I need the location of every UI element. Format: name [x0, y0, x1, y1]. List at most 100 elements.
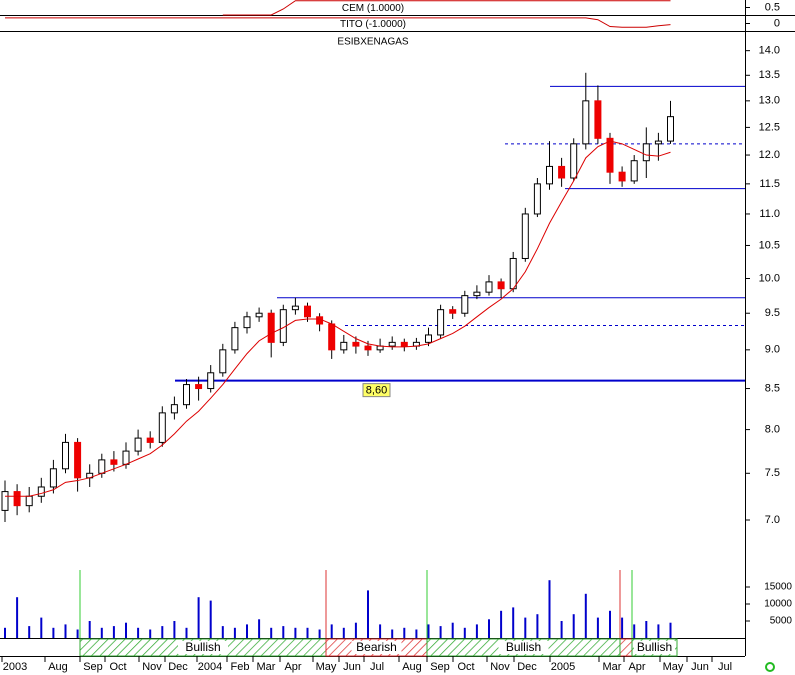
regime-label-bg — [178, 641, 228, 654]
candle-body — [158, 412, 166, 443]
x-tick-label: Sep — [430, 661, 450, 673]
x-tick-label: Oct — [109, 661, 126, 673]
candle-body — [509, 257, 517, 290]
status-icon — [765, 662, 775, 672]
candle-body — [207, 372, 215, 390]
x-tick-label: 2003 — [3, 661, 27, 673]
y-tick-label: 5000 — [770, 616, 793, 627]
candle-body — [98, 459, 106, 474]
x-tick-label: 2005 — [551, 661, 575, 673]
candle-body — [461, 295, 469, 314]
regime-label-bg — [351, 641, 402, 654]
x-tick-label: Aug — [402, 661, 422, 673]
regime-label-bg — [634, 641, 675, 654]
y-tick-label: 7.5 — [765, 467, 780, 479]
x-tick-label: May — [316, 661, 337, 673]
candle-body — [183, 384, 190, 406]
candle-body — [328, 323, 336, 351]
x-tick-label: Oct — [457, 661, 474, 673]
candle-body — [13, 491, 21, 507]
y-tick-label: 13.0 — [759, 95, 780, 107]
candle-body — [642, 143, 650, 162]
candle-body — [352, 341, 360, 347]
candle-body — [582, 100, 590, 145]
x-tick-label: Jul — [718, 661, 732, 673]
candle-body — [1, 491, 9, 511]
candle-body — [134, 437, 142, 452]
regime-label: Bearish — [356, 640, 397, 654]
regime-label-bg — [498, 641, 549, 654]
x-tick-label: Apr — [628, 661, 645, 673]
candle-body — [74, 441, 82, 479]
candle-body — [62, 441, 69, 470]
annotation-label: 8,60 — [366, 385, 387, 397]
candle-body — [570, 143, 578, 179]
y-tick-label: 12.5 — [759, 121, 780, 133]
x-tick-label: Nov — [142, 661, 162, 673]
x-tick-label: Dec — [517, 661, 537, 673]
x-tick-label: Feb — [231, 661, 250, 673]
candle-body — [667, 116, 674, 142]
y-tick-label: 9.5 — [765, 307, 780, 319]
regime-label: Bullish — [506, 640, 541, 654]
candle-body — [521, 213, 529, 259]
candle-body — [195, 384, 203, 390]
candle-body — [533, 183, 541, 215]
candle-body — [594, 100, 602, 139]
candle-body — [449, 309, 457, 314]
candle-body — [25, 495, 33, 507]
x-tick-label: Jun — [691, 661, 709, 673]
candle-body — [304, 305, 311, 318]
y-tick-label: 0.5 — [765, 1, 780, 13]
candle-body — [219, 349, 227, 374]
candle-body — [388, 341, 396, 347]
y-tick-label: 11.0 — [759, 208, 780, 220]
y-tick-label: 12.0 — [759, 149, 780, 161]
annotation-box — [362, 383, 391, 398]
candle-body — [425, 334, 432, 343]
indicator-line — [5, 17, 671, 28]
indicator-line — [222, 0, 671, 16]
candle-body — [255, 312, 263, 318]
x-tick-label: Sep — [83, 661, 103, 673]
y-tick-label: 0 — [774, 17, 780, 29]
x-tick-label: Apr — [284, 661, 301, 673]
x-tick-label: Mar — [603, 661, 622, 673]
y-tick-label: 9.0 — [765, 344, 780, 356]
y-tick-label: 10000 — [764, 599, 792, 610]
candle-body — [437, 309, 445, 336]
candle-body — [497, 281, 505, 290]
y-tick-label: 11.5 — [759, 178, 780, 190]
candle-body — [37, 486, 45, 497]
candle-body — [485, 281, 493, 293]
candle-body — [231, 327, 239, 351]
regime-label: Bullish — [185, 640, 220, 654]
candle-body — [316, 316, 324, 325]
moving-average — [5, 140, 671, 497]
x-tick-label: Dec — [168, 661, 188, 673]
candle-body — [243, 316, 251, 329]
candle-body — [606, 137, 614, 173]
regime-label: Bullish — [637, 640, 672, 654]
x-tick-label: May — [663, 661, 684, 673]
candle-body — [110, 459, 118, 465]
x-tick-label: Jun — [343, 661, 361, 673]
y-tick-label: 14.0 — [759, 45, 780, 57]
candle-body — [618, 171, 626, 182]
y-tick-label: 13.5 — [759, 69, 780, 81]
candle-body — [49, 468, 57, 488]
x-tick-label: 2004 — [198, 661, 222, 673]
candle-body — [340, 341, 348, 351]
y-tick-label: 8.0 — [765, 423, 780, 435]
y-tick-label: 7.0 — [765, 514, 780, 526]
candle-body — [473, 291, 481, 297]
x-tick-label: Jul — [370, 661, 384, 673]
candle-body — [170, 404, 178, 414]
indicator-name: TITO (-1.0000) — [340, 19, 406, 30]
candle-body — [122, 450, 130, 465]
candle-body — [546, 165, 553, 185]
candle-body — [400, 341, 408, 347]
